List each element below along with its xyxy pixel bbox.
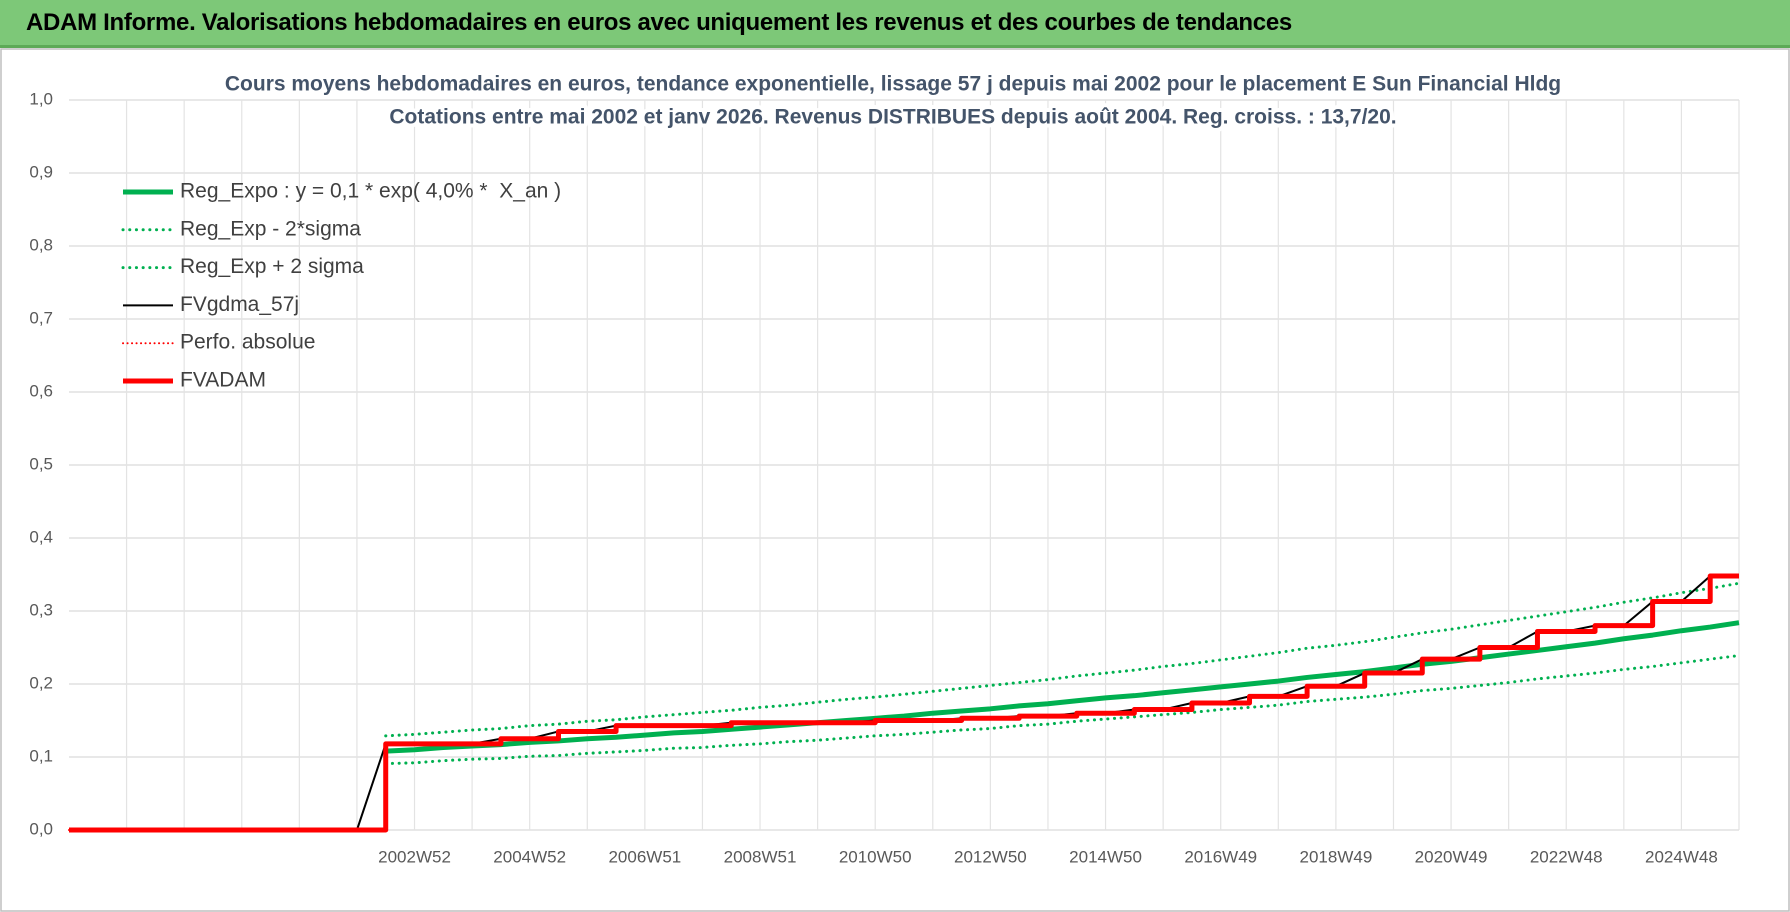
y-tick-label: 0,1 bbox=[29, 746, 53, 765]
y-tick-label: 0,3 bbox=[29, 600, 53, 619]
x-tick-label: 2006W51 bbox=[608, 847, 681, 866]
legend-label: Perfo. absolue bbox=[180, 331, 315, 354]
chart-title: Cours moyens hebdomadaires en euros, ten… bbox=[225, 73, 1561, 96]
header: ADAM Informe. Valorisations hebdomadaire… bbox=[0, 0, 1790, 48]
y-tick-label: 0,0 bbox=[29, 819, 53, 838]
x-tick-label: 2018W49 bbox=[1300, 847, 1373, 866]
y-tick-label: 0,6 bbox=[29, 381, 53, 400]
x-tick-label: 2008W51 bbox=[724, 847, 797, 866]
x-tick-label: 2020W49 bbox=[1415, 847, 1488, 866]
y-tick-label: 0,7 bbox=[29, 308, 53, 327]
x-tick-label: 2010W50 bbox=[839, 847, 912, 866]
legend-label: Reg_Expo : y = 0,1 * exp( 4,0% * X_an ) bbox=[180, 180, 561, 203]
y-tick-label: 0,9 bbox=[29, 162, 53, 181]
x-tick-label: 2014W50 bbox=[1069, 847, 1142, 866]
header-title: ADAM Informe. Valorisations hebdomadaire… bbox=[26, 9, 1292, 36]
y-tick-label: 0,4 bbox=[29, 527, 53, 546]
x-tick-label: 2016W49 bbox=[1184, 847, 1257, 866]
legend-label: FVADAM bbox=[180, 369, 266, 392]
legend-label: Reg_Exp - 2*sigma bbox=[180, 217, 361, 240]
chart-subtitle: Cotations entre mai 2002 et janv 2026. R… bbox=[389, 106, 1396, 129]
x-tick-label: 2022W48 bbox=[1530, 847, 1603, 866]
y-tick-label: 0,2 bbox=[29, 673, 53, 692]
x-tick-label: 2004W52 bbox=[493, 847, 566, 866]
legend-label: FVgdma_57j bbox=[180, 293, 299, 316]
y-tick-label: 1,0 bbox=[29, 89, 53, 108]
chart-frame bbox=[0, 48, 1790, 912]
legend-label: Reg_Exp + 2 sigma bbox=[180, 255, 364, 278]
series-line bbox=[385, 620, 1740, 754]
y-tick-label: 0,5 bbox=[29, 454, 53, 473]
x-tick-label: 2024W48 bbox=[1645, 847, 1718, 866]
chart: 0,0 0,1 0,2 0,3 0,4 0,5 0,6 0,7 0,8 0,9 1,0 2002W52… bbox=[0, 48, 1790, 912]
x-tick-label: 2012W50 bbox=[954, 847, 1027, 866]
series-line bbox=[384, 654, 1741, 766]
series-line bbox=[69, 573, 1739, 833]
y-tick-label: 0,8 bbox=[29, 235, 53, 254]
x-tick-label: 2002W52 bbox=[378, 847, 451, 866]
